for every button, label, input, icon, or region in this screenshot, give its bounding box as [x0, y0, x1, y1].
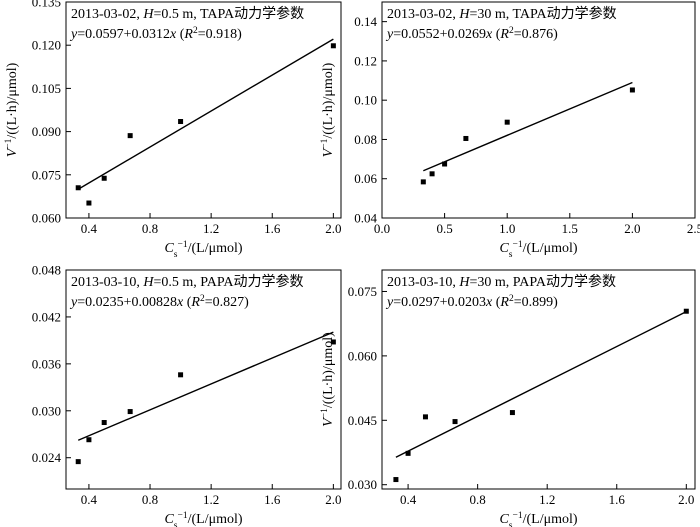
data-point — [405, 450, 411, 456]
chart-title: 2013-03-10, H=0.5 m, PAPA动力学参数 — [71, 273, 303, 290]
fit-equation: y=0.0235+0.00828x (R2=0.827) — [69, 294, 249, 310]
data-point — [629, 87, 635, 93]
data-point — [86, 437, 92, 443]
x-tick-label: 0.8 — [470, 492, 486, 507]
chart-title: 2013-03-02, H=0.5 m, TAPA动力学参数 — [71, 5, 304, 22]
data-point — [101, 420, 107, 426]
x-tick-label: 1.6 — [264, 221, 281, 236]
x-tick-label: 1.2 — [203, 221, 219, 236]
x-tick-label: 2.0 — [624, 221, 640, 236]
data-point — [127, 133, 133, 139]
x-tick-label: 2.0 — [678, 492, 694, 507]
y-tick-label: 0.075 — [32, 167, 61, 182]
y-tick-label: 0.04 — [354, 211, 377, 226]
data-point — [330, 339, 336, 345]
plot-frame — [381, 269, 696, 490]
chart-title: 2013-03-10, H=30 m, PAPA动力学参数 — [387, 273, 616, 290]
chart-panel-2: 0.0 0.5 1.0 1.5 2.0 2.5 0.04 0.06 0.08 0.10 0.12 0.… — [320, 1, 700, 260]
x-tick-label: 1.2 — [203, 492, 219, 507]
y-tick-label: 0.10 — [354, 93, 377, 108]
plot-frame — [65, 1, 342, 219]
data-point — [420, 179, 426, 185]
fit-equation: y=0.0297+0.0203x (R2=0.899) — [385, 294, 558, 310]
fit-line — [423, 81, 633, 172]
data-point — [509, 410, 515, 416]
data-point — [178, 119, 184, 125]
x-tick-label: 1.6 — [609, 492, 626, 507]
fit-line — [77, 331, 334, 441]
y-axis-label: V−1/((L·h)/μmol) — [320, 332, 336, 427]
x-tick-label: 2.5 — [687, 221, 700, 236]
data-point — [75, 459, 81, 465]
y-tick-label: 0.120 — [32, 38, 61, 53]
x-tick-label: 1.5 — [562, 221, 578, 236]
y-tick-label: 0.030 — [32, 403, 61, 418]
data-point — [75, 185, 81, 191]
x-axis-label: Cs−1/(L/μmol) — [164, 240, 242, 260]
x-tick-label: 2.0 — [325, 492, 341, 507]
fit-equation: y=0.0597+0.0312x (R2=0.918) — [69, 26, 242, 42]
y-tick-label: 0.048 — [32, 263, 61, 278]
y-axis-label: V−1/((L·h)/μmol) — [320, 62, 336, 157]
y-tick-label: 0.12 — [354, 53, 377, 68]
data-point — [127, 409, 133, 415]
x-tick-label: 0.0 — [374, 221, 390, 236]
fit-line — [395, 311, 687, 458]
x-axis-label: Cs−1/(L/μmol) — [164, 511, 242, 527]
data-point — [393, 477, 399, 483]
x-tick-label: 0.5 — [436, 221, 452, 236]
x-tick-label: 0.8 — [142, 492, 158, 507]
fit-equation: y=0.0552+0.0269x (R2=0.876) — [385, 26, 558, 42]
data-point — [429, 171, 435, 177]
data-point — [86, 200, 92, 206]
y-tick-label: 0.14 — [354, 14, 377, 29]
y-axis-label: V−1/((L·h)/μmol) — [4, 62, 20, 157]
x-axis-label: Cs−1/(L/μmol) — [499, 240, 577, 260]
x-tick-label: 2.0 — [325, 221, 341, 236]
fit-line — [77, 38, 334, 190]
data-point — [504, 119, 510, 125]
x-tick-label: 1.6 — [264, 492, 281, 507]
x-tick-label: 0.8 — [142, 221, 158, 236]
x-tick-label: 1.2 — [539, 492, 555, 507]
data-point — [330, 43, 336, 49]
data-point — [178, 372, 184, 378]
chart-panel-4: 0.4 0.8 1.2 1.6 2.0 0.030 0.045 0.060 0.075 2013-… — [320, 269, 696, 527]
y-tick-label: 0.030 — [348, 477, 377, 492]
y-tick-label: 0.036 — [32, 356, 62, 371]
y-tick-label: 0.06 — [354, 171, 377, 186]
y-tick-label: 0.075 — [348, 284, 377, 299]
data-point — [463, 135, 469, 141]
data-point — [101, 175, 107, 181]
y-tick-label: 0.105 — [32, 81, 61, 96]
data-point — [452, 419, 458, 425]
x-tick-label: 0.4 — [81, 221, 98, 236]
y-tick-label: 0.135 — [32, 0, 61, 10]
y-tick-label: 0.045 — [348, 413, 377, 428]
chart-title: 2013-03-02, H=30 m, TAPA动力学参数 — [387, 5, 617, 22]
data-point — [683, 308, 689, 314]
y-tick-label: 0.042 — [32, 309, 61, 324]
plot-frame — [65, 269, 342, 490]
x-tick-label: 0.4 — [400, 492, 417, 507]
y-tick-label: 0.024 — [32, 450, 62, 465]
data-point — [442, 161, 448, 167]
x-axis-label: Cs−1/(L/μmol) — [499, 511, 577, 527]
y-tick-label: 0.090 — [32, 124, 61, 139]
x-tick-label: 0.4 — [81, 492, 98, 507]
chart-panel-1: 0.4 0.8 1.2 1.6 2.0 0.060 0.075 0.090 0.105 0.120… — [4, 0, 342, 260]
data-point — [422, 414, 428, 420]
chart-panel-3: 0.4 0.8 1.2 1.6 2.0 0.024 0.030 0.036 0.042 0.048… — [32, 263, 342, 527]
y-tick-label: 0.08 — [354, 132, 377, 147]
y-tick-label: 0.060 — [348, 348, 377, 363]
plot-frame — [381, 1, 696, 219]
y-tick-label: 0.060 — [32, 211, 61, 226]
x-tick-label: 1.0 — [499, 221, 515, 236]
